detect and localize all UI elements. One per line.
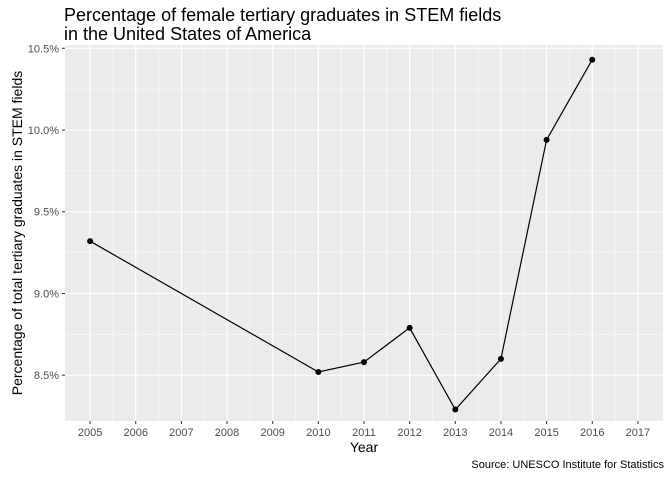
x-tick-label: 2016: [580, 427, 604, 439]
y-tick-label: 10.0%: [28, 125, 59, 137]
data-point: [543, 136, 550, 143]
minor-gridlines: [65, 45, 663, 421]
x-tick-label: 2013: [443, 427, 467, 439]
x-tick-label: 2014: [489, 427, 513, 439]
x-tick-label: 2005: [78, 427, 102, 439]
x-tick-label: 2009: [260, 427, 284, 439]
x-tick-label: 2008: [215, 427, 239, 439]
y-tick-label: 8.5%: [34, 370, 59, 382]
data-point: [406, 324, 413, 331]
major-gridlines: [65, 45, 663, 421]
data-point: [361, 359, 367, 366]
source-caption: Source: UNESCO Institute for Statistics: [471, 459, 664, 471]
data-point: [452, 406, 459, 413]
x-tick-label: 2010: [306, 427, 330, 439]
data-points: [87, 56, 596, 413]
x-tick-label: 2011: [352, 427, 376, 439]
data-point: [87, 238, 94, 245]
x-tick-label: 2017: [626, 427, 650, 439]
y-tick-label: 10.5%: [28, 43, 59, 55]
chart-title-line-2: in the United States of America: [64, 24, 312, 44]
x-axis-label: Year: [350, 439, 379, 455]
y-tick-label: 9.5%: [34, 207, 59, 219]
x-tick-label: 2007: [169, 427, 193, 439]
chart-title-line-1: Percentage of female tertiary graduates …: [64, 5, 502, 25]
data-point: [497, 355, 504, 362]
y-axis-ticks: 8.5% 9.0% 9.5% 10.0% 10.5%: [28, 43, 65, 382]
data-point: [315, 368, 322, 375]
x-tick-label: 2012: [397, 427, 421, 439]
x-tick-label: 2006: [124, 427, 148, 439]
x-axis-ticks: 2005 2006 2007 2008 2009 2010 2011 2012 2013 2014…: [78, 421, 650, 439]
y-axis-label: Percentage of total tertiary graduates i…: [9, 71, 25, 396]
y-tick-label: 9.0%: [34, 288, 59, 300]
x-tick-label: 2015: [534, 427, 558, 439]
series-line: [89, 59, 593, 411]
data-point: [589, 56, 596, 63]
